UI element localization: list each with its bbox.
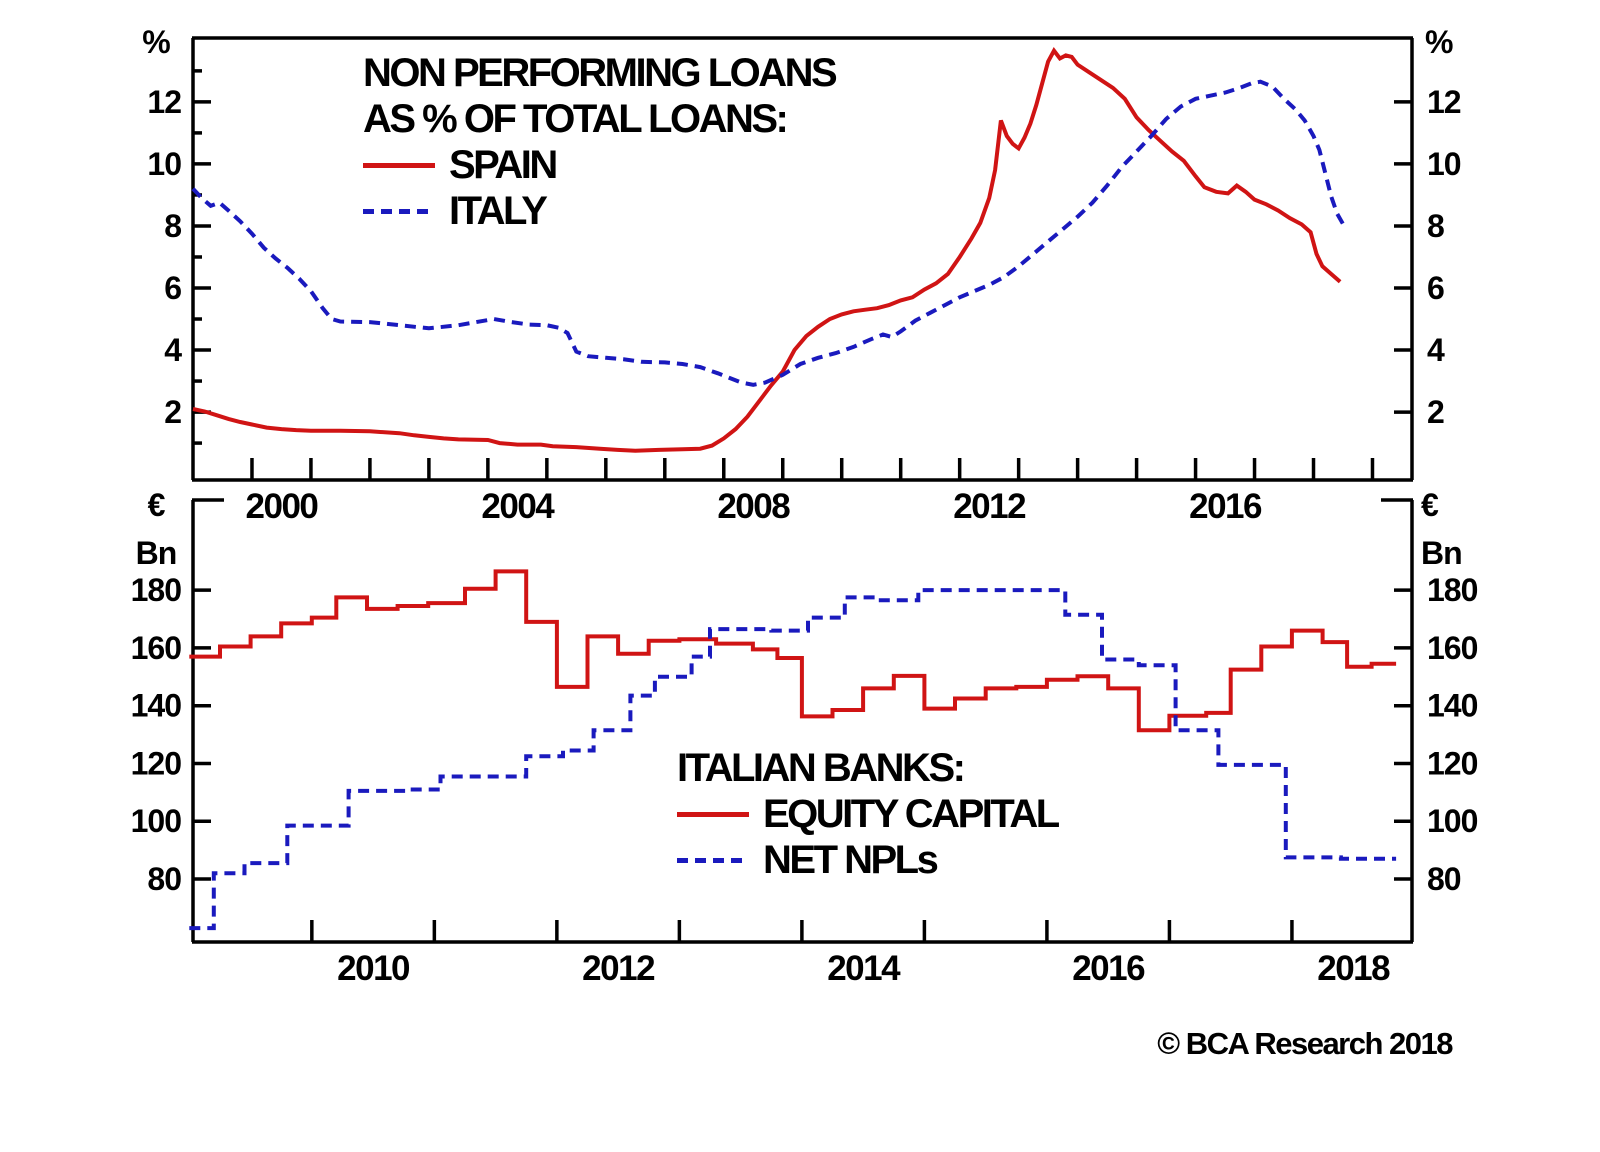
y-tick-label-right: 6 <box>1427 270 1444 306</box>
legend-item-spain: SPAIN <box>363 142 835 188</box>
top-right-percent-label: % <box>1425 24 1453 60</box>
bn-label-left: Bn <box>135 535 178 571</box>
copyright-text: © BCA Research 2018 <box>1157 1026 1453 1061</box>
y-tick-label-right: 12 <box>1427 84 1461 120</box>
y-tick-label-right: 180 <box>1427 572 1478 608</box>
y-tick-label-left: 12 <box>147 84 181 120</box>
y-tick-label-left: 4 <box>164 332 182 368</box>
legend-bottom: ITALIAN BANKS: EQUITY CAPITAL NET NPLs <box>677 745 1060 883</box>
legend-top: NON PERFORMING LOANS AS % OF TOTAL LOANS… <box>363 50 838 234</box>
top-title-line-1: NON PERFORMING LOANS <box>363 51 838 95</box>
y-tick-label-left: 100 <box>131 803 182 839</box>
y-tick-label-left: 180 <box>131 572 182 608</box>
x-year-label: 2012 <box>582 949 655 988</box>
bottom-panel: 80 80 100 100 120 120 140 140 160 160 180 180 2010 20… <box>131 498 1479 988</box>
y-tick-label-right: 10 <box>1427 146 1461 182</box>
y-tick-label-right: 140 <box>1427 688 1478 724</box>
y-tick-label-left: 8 <box>164 208 181 244</box>
x-year-label: 2016 <box>1072 949 1145 988</box>
y-tick-label-right: 120 <box>1427 745 1478 781</box>
spain-line-sample-icon <box>363 162 435 168</box>
y-tick-label-left: 6 <box>164 270 181 306</box>
legend-label-spain: SPAIN <box>449 143 558 187</box>
y-tick-label-right: 80 <box>1427 861 1461 897</box>
x-year-label: 2000 <box>246 487 319 526</box>
bn-label-right: Bn <box>1421 535 1463 571</box>
y-tick-label-left: 80 <box>147 861 181 897</box>
equity-line-sample-icon <box>677 811 749 817</box>
y-tick-label-right: 4 <box>1427 332 1445 368</box>
legend-item-equity: EQUITY CAPITAL <box>677 791 1060 837</box>
legend-label-equity: EQUITY CAPITAL <box>763 792 1060 836</box>
y-tick-label-left: 160 <box>131 630 182 666</box>
npl-line-sample-icon <box>677 857 749 863</box>
top-axes <box>191 36 1414 482</box>
y-tick-label-left: 10 <box>147 146 181 182</box>
x-year-label: 2014 <box>827 949 901 988</box>
x-year-label: 2016 <box>1189 487 1262 526</box>
x-year-label: 2004 <box>481 487 555 526</box>
bottom-axes <box>191 498 1414 944</box>
bottom-left-unit: € Bn <box>126 481 186 577</box>
bottom-series-equity-capital <box>189 569 1397 733</box>
legend-label-npl: NET NPLs <box>763 838 939 882</box>
top-title-line-2: AS % OF TOTAL LOANS: <box>363 97 789 141</box>
y-tick-label-left: 140 <box>131 688 182 724</box>
y-tick-label-left: 2 <box>164 394 181 430</box>
legend-item-italy: ITALY <box>363 188 835 234</box>
italy-line-sample-icon <box>363 208 435 214</box>
y-tick-label-right: 8 <box>1427 208 1444 244</box>
y-tick-label-left: 120 <box>131 745 182 781</box>
top-panel: 2 2 4 4 6 6 8 8 10 10 12 12 2000 2004 2008 2012 2016 <box>147 36 1462 526</box>
x-year-label: 2010 <box>337 949 410 988</box>
top-series-spain <box>192 47 1342 453</box>
euro-sign-left: € <box>147 487 166 523</box>
x-year-label: 2012 <box>953 487 1026 526</box>
y-tick-label-right: 2 <box>1427 394 1444 430</box>
bottom-right-unit: € Bn <box>1421 481 1463 577</box>
y-tick-label-right: 100 <box>1427 803 1478 839</box>
bottom-title: ITALIAN BANKS: <box>677 746 966 790</box>
top-series-italy <box>191 79 1348 387</box>
x-year-label: 2018 <box>1317 949 1390 988</box>
legend-item-npl: NET NPLs <box>677 837 1058 883</box>
legend-label-italy: ITALY <box>449 189 548 233</box>
top-left-percent-label: % <box>142 24 170 60</box>
x-year-label: 2008 <box>717 487 790 526</box>
bottom-series-net-npls <box>189 588 1397 931</box>
euro-sign-right: € <box>1421 487 1439 523</box>
y-tick-label-right: 160 <box>1427 630 1478 666</box>
